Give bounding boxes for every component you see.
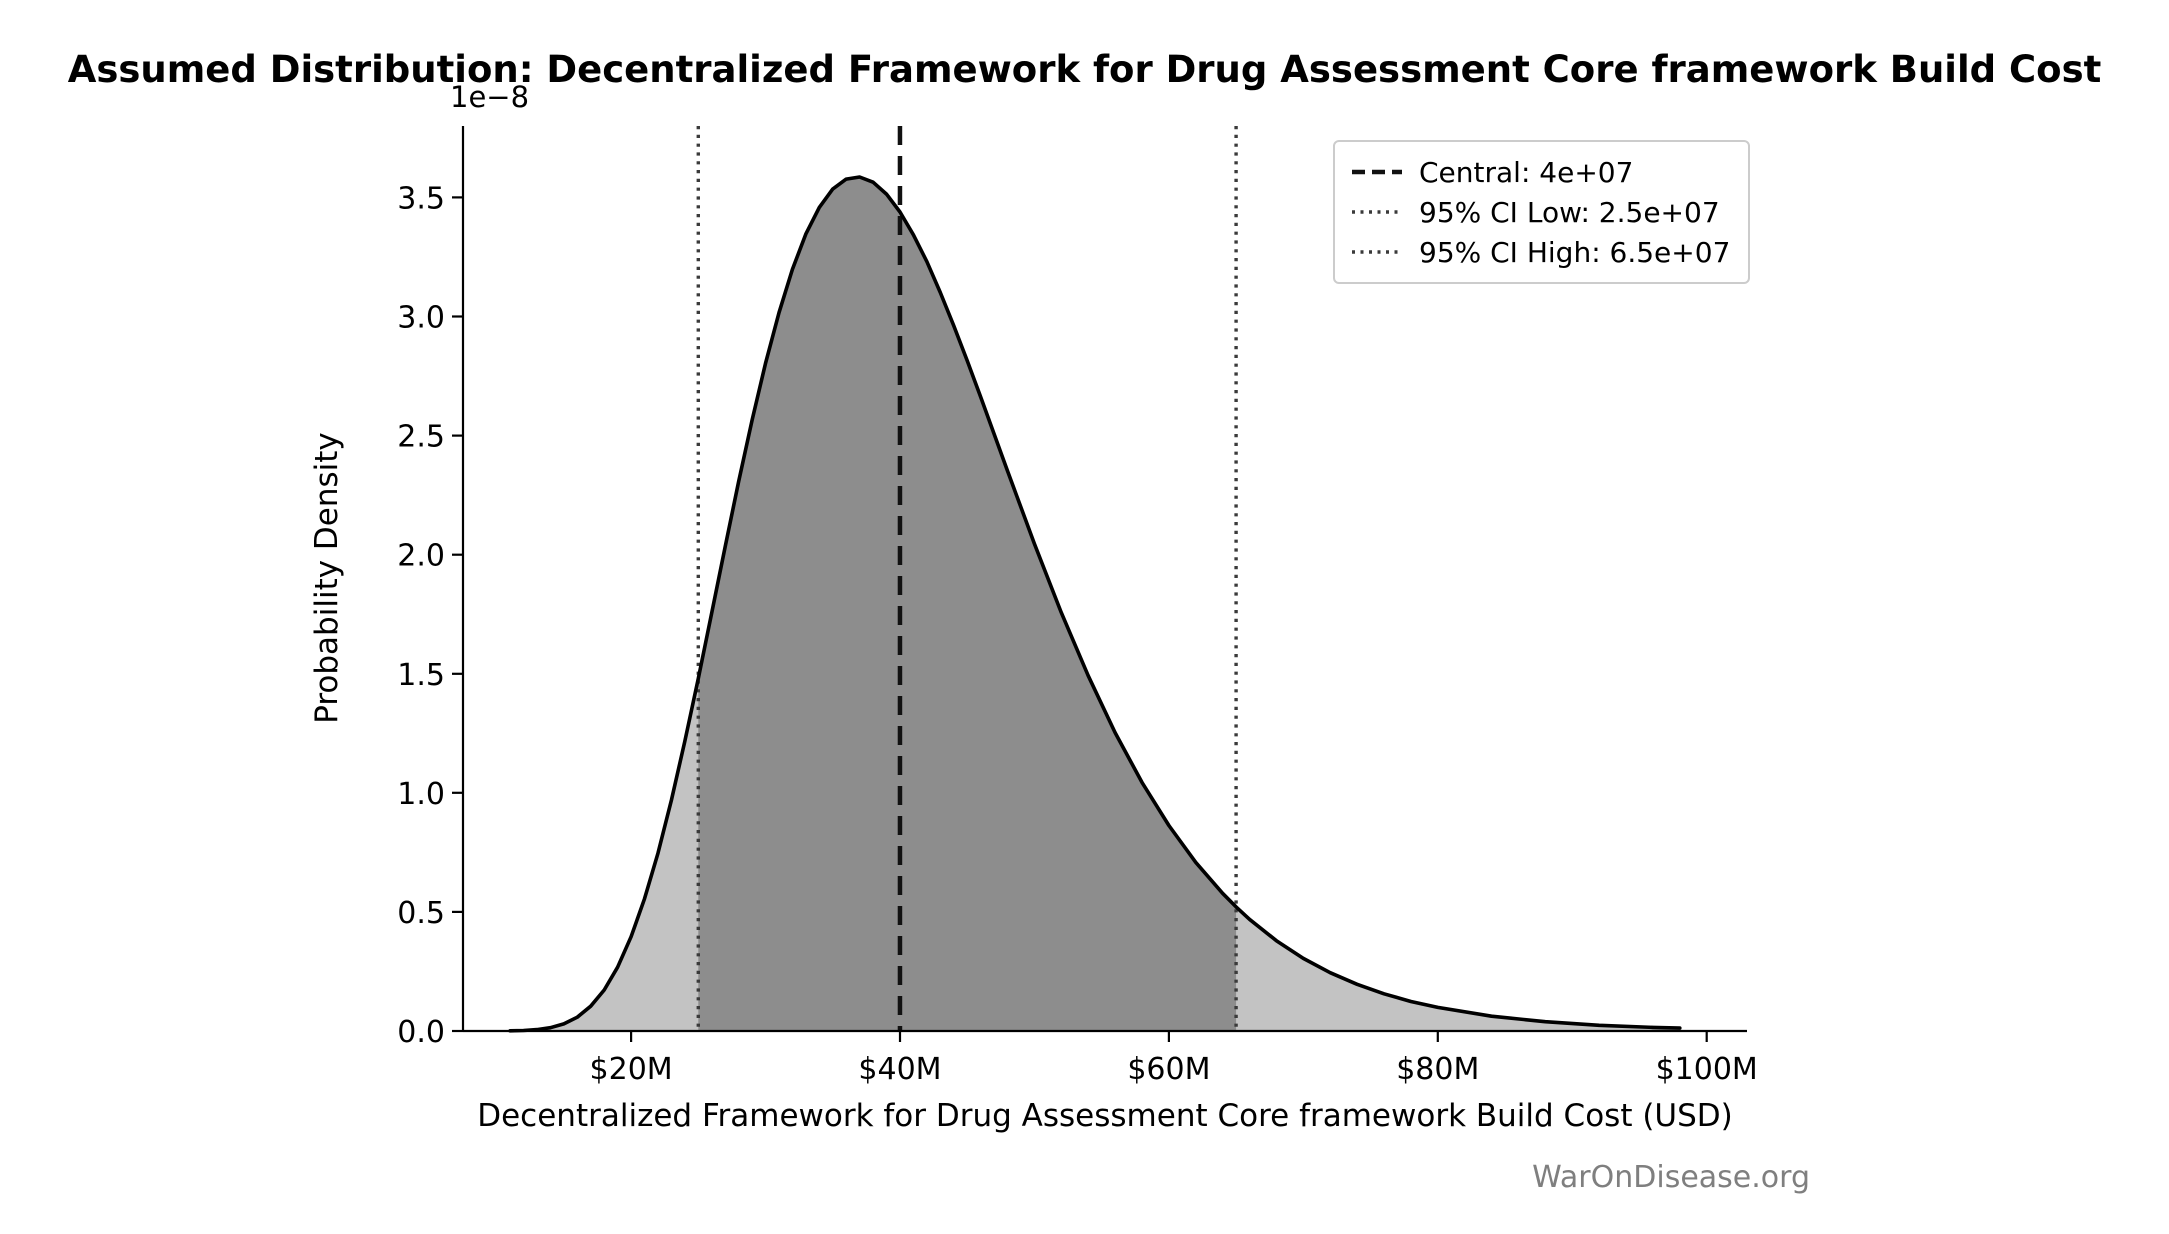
x-tick-label: $60M <box>1127 1052 1210 1087</box>
legend-item-ci-high: 95% CI High: 6.5e+07 <box>1349 232 1730 272</box>
y-axis-offset-label: 1e−8 <box>450 80 530 114</box>
legend-label-ci-low: 95% CI Low: 2.5e+07 <box>1419 195 1720 229</box>
legend-label-central: Central: 4e+07 <box>1419 155 1634 189</box>
density-area-ci-region <box>698 177 1237 1031</box>
watermark: WarOnDisease.org <box>1532 1160 1810 1195</box>
x-tick-label: $40M <box>858 1052 941 1087</box>
y-tick-label: 1.0 <box>397 777 445 812</box>
x-tick-label: $80M <box>1396 1052 1479 1087</box>
y-tick-label: 3.5 <box>397 181 445 216</box>
y-tick-label: 2.0 <box>397 539 445 574</box>
x-tick-label: $20M <box>590 1052 673 1087</box>
y-tick-label: 0.5 <box>397 896 445 931</box>
dashed-line-sample-icon <box>1352 169 1402 175</box>
legend: Central: 4e+07 95% CI Low: 2.5e+07 95% C… <box>1333 140 1751 284</box>
y-axis-label: Probability Density <box>309 432 345 724</box>
x-axis-label: Decentralized Framework for Drug Assessm… <box>477 1098 1733 1134</box>
dotted-line-sample-icon <box>1352 210 1402 214</box>
x-tick-label: $100M <box>1656 1052 1758 1087</box>
y-tick-label: 1.5 <box>397 658 445 693</box>
dotted-line-sample-icon <box>1352 250 1402 254</box>
y-tick-label: 0.0 <box>397 1015 445 1050</box>
legend-item-central: Central: 4e+07 <box>1349 152 1730 192</box>
y-tick-label: 3.0 <box>397 301 445 336</box>
chart-title: Assumed Distribution: Decentralized Fram… <box>67 48 2102 91</box>
density-curve <box>508 175 1682 1033</box>
y-tick-label: 2.5 <box>397 420 445 455</box>
legend-item-ci-low: 95% CI Low: 2.5e+07 <box>1349 192 1730 232</box>
legend-label-ci-high: 95% CI High: 6.5e+07 <box>1419 235 1731 269</box>
